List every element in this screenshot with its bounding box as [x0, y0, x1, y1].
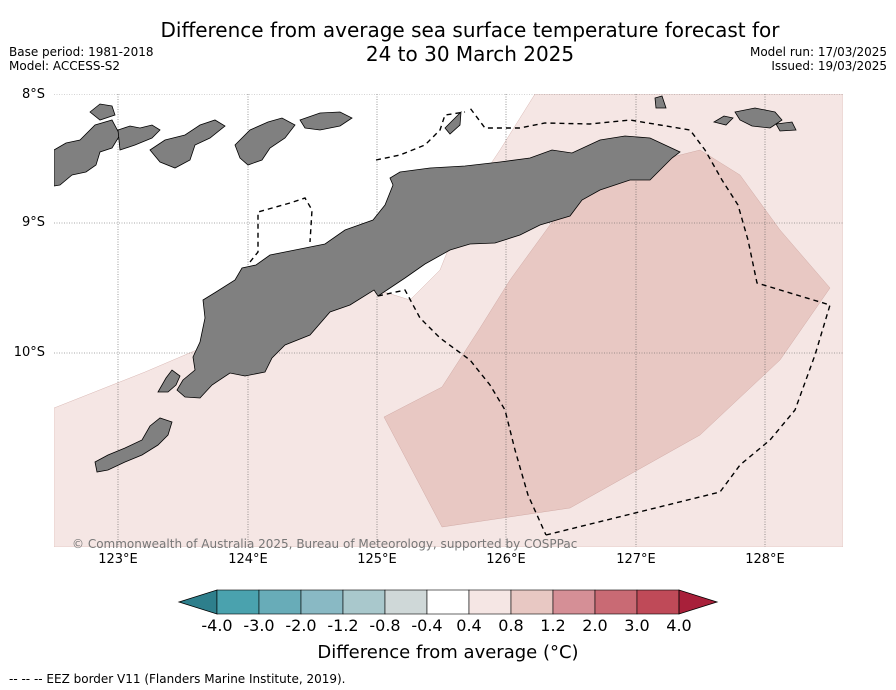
cb-tick-4: -0.8: [369, 616, 401, 635]
title-line-2: 24 to 30 March 2025: [365, 42, 575, 66]
anomaly-region-medium: [383, 149, 831, 528]
cb-tick-11: 4.0: [666, 616, 692, 635]
pantar-island: [299, 111, 353, 131]
colorbar-label: Difference from average (°C): [317, 642, 579, 663]
flores-island: [54, 119, 121, 187]
cb-tick-7: 0.8: [498, 616, 524, 635]
issued-date: Issued: 19/03/2025: [771, 59, 887, 73]
land: [54, 95, 797, 473]
colorbar-swatch-7: [468, 589, 512, 615]
cb-tick-2: -2.0: [285, 616, 317, 635]
cb-tick-5: -0.4: [411, 616, 443, 635]
map-area: [54, 94, 843, 547]
lon-label-123e: 123°E: [98, 552, 138, 567]
solor-island: [117, 124, 161, 151]
lon-label-127e: 127°E: [616, 552, 656, 567]
savu-island: [94, 417, 173, 473]
lon-label-128e: 128°E: [745, 552, 785, 567]
cb-tick-10: 3.0: [624, 616, 650, 635]
small-island-a: [712, 115, 734, 126]
model-name: Model: ACCESS-S2: [9, 59, 121, 73]
cb-tick-8: 1.2: [540, 616, 566, 635]
eez-border: [249, 107, 831, 536]
cb-tick-1: -3.0: [243, 616, 275, 635]
lon-label-125e: 125°E: [357, 552, 397, 567]
romang-island: [775, 121, 797, 132]
copyright-notice: © Commonwealth of Australia 2025, Bureau…: [72, 537, 578, 551]
cb-tick-6: 0.4: [456, 616, 482, 635]
rote-island: [157, 369, 181, 393]
colorbar-arrow-low: [177, 589, 218, 615]
lon-label-124e: 124°E: [228, 552, 268, 567]
lat-label-9s: 9°S: [21, 215, 45, 230]
timor-island: [176, 135, 681, 399]
colorbar-swatch-11: [636, 589, 680, 615]
lon-label-126e: 126°E: [486, 552, 526, 567]
colorbar-arrow-high: [678, 589, 719, 615]
cb-tick-0: -4.0: [201, 616, 233, 635]
small-island-b: [654, 95, 667, 109]
base-period: Base period: 1981-2018: [9, 45, 154, 59]
model-run: Model run: 17/03/2025: [749, 45, 887, 59]
colorbar-swatch-10: [594, 589, 638, 615]
meta-left: Base period: 1981-2018 Model: ACCESS-S2: [9, 45, 154, 73]
colorbar-swatch-6: [426, 589, 470, 615]
cb-tick-9: 2.0: [582, 616, 608, 635]
alor-island: [89, 103, 116, 121]
lat-label-8s: 8°S: [21, 87, 45, 102]
colorbar-swatch-8: [510, 589, 554, 615]
colorbar-swatch-2: [258, 589, 302, 615]
page-title: Difference from average sea surface temp…: [120, 18, 820, 66]
lat-label-10s: 10°S: [13, 345, 45, 360]
adonara-island: [149, 119, 226, 169]
colorbar-swatch-1: [216, 589, 260, 615]
eez-footnote: -- -- -- EEZ border V11 (Flanders Marine…: [9, 672, 346, 686]
colorbar-swatch-9: [552, 589, 596, 615]
cb-tick-3: -1.2: [327, 616, 359, 635]
colorbar-swatch-3: [300, 589, 344, 615]
colorbar-swatch-4: [342, 589, 386, 615]
small-island-c: [444, 110, 462, 135]
title-line-1: Difference from average sea surface temp…: [160, 18, 780, 42]
meta-right: Model run: 17/03/2025 Issued: 19/03/2025: [750, 45, 887, 73]
colorbar-swatch-5: [384, 589, 428, 615]
lembata-island: [234, 117, 296, 166]
